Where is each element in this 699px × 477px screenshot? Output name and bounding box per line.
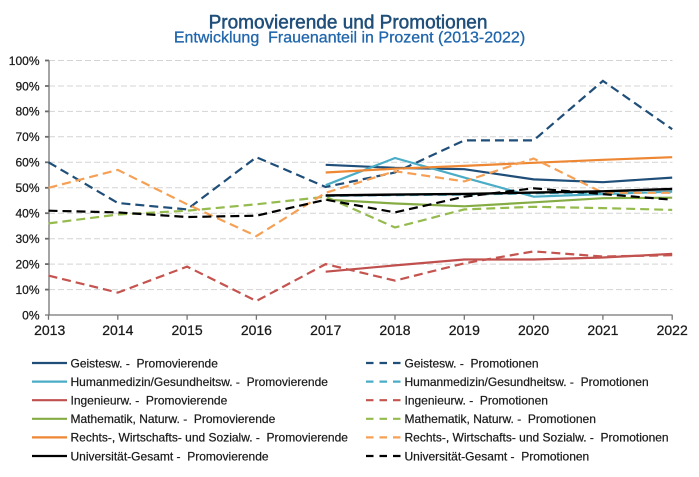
- svg-text:Rechts-, Wirtschafts- und Sozi: Rechts-, Wirtschafts- und Sozialw. - Pro…: [405, 431, 669, 445]
- svg-text:50%: 50%: [15, 181, 39, 195]
- svg-text:Universität-Gesamt - Promovie: Universität-Gesamt - Promovierende: [71, 449, 269, 463]
- svg-text:90%: 90%: [15, 79, 39, 93]
- svg-text:2015: 2015: [172, 322, 203, 338]
- svg-text:0%: 0%: [22, 308, 40, 322]
- svg-text:Entwicklung Frauenanteil in P: Entwicklung Frauenanteil in Prozent (201…: [174, 30, 525, 47]
- svg-text:2017: 2017: [310, 322, 341, 338]
- svg-text:40%: 40%: [15, 207, 39, 221]
- svg-text:80%: 80%: [15, 105, 39, 119]
- svg-text:20%: 20%: [15, 257, 39, 271]
- svg-text:Ingenieurw. - Promotionen: Ingenieurw. - Promotionen: [405, 394, 548, 408]
- svg-text:Universität-Gesamt - Promotio: Universität-Gesamt - Promotionen: [405, 449, 590, 463]
- svg-text:2020: 2020: [518, 322, 549, 338]
- svg-text:Mathematik, Naturw. - Promovi: Mathematik, Naturw. - Promovierende: [71, 412, 276, 426]
- svg-text:2019: 2019: [449, 322, 480, 338]
- svg-text:30%: 30%: [15, 232, 39, 246]
- svg-text:Mathematik, Naturw. - Promoti: Mathematik, Naturw. - Promotionen: [405, 412, 596, 426]
- svg-text:Humanmedizin/Gesundheitsw. -: Humanmedizin/Gesundheitsw. - Promovieren…: [71, 375, 329, 389]
- svg-text:2018: 2018: [379, 322, 410, 338]
- svg-text:2014: 2014: [102, 322, 133, 338]
- svg-text:2022: 2022: [657, 322, 688, 338]
- svg-text:2021: 2021: [587, 322, 618, 338]
- svg-text:Rechts-, Wirtschafts- und Sozi: Rechts-, Wirtschafts- und Sozialw. - Pro…: [71, 431, 349, 445]
- svg-text:2013: 2013: [34, 322, 65, 338]
- svg-text:70%: 70%: [15, 130, 39, 144]
- svg-text:10%: 10%: [15, 283, 39, 297]
- svg-text:Promovierende und Promotionen: Promovierende und Promotionen: [209, 13, 488, 34]
- svg-text:Geistesw. - Promovierende: Geistesw. - Promovierende: [71, 356, 219, 370]
- svg-text:Ingenieurw. - Promovierende: Ingenieurw. - Promovierende: [71, 394, 228, 408]
- svg-text:60%: 60%: [15, 156, 39, 170]
- svg-text:Humanmedizin/Gesundheitsw. -: Humanmedizin/Gesundheitsw. - Promotionen: [405, 375, 649, 389]
- svg-text:100%: 100%: [9, 54, 40, 68]
- svg-text:2016: 2016: [241, 322, 272, 338]
- svg-text:Geistesw. - Promotionen: Geistesw. - Promotionen: [405, 356, 539, 370]
